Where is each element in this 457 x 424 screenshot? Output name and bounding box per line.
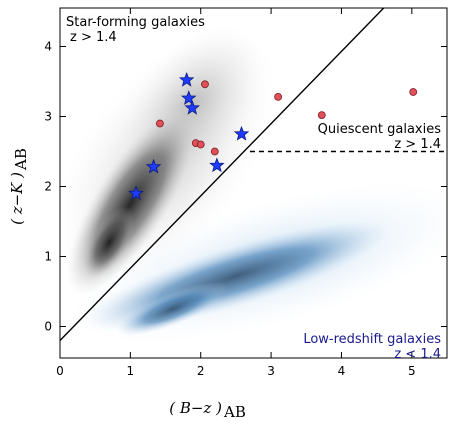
density-clouds: [60, 25, 447, 345]
star-marker: [233, 125, 250, 141]
annotation-quiescent-line1: Quiescent galaxies: [318, 122, 442, 137]
star-marker: [181, 90, 197, 105]
markers: [128, 71, 418, 201]
y-tick-label: 1: [44, 250, 52, 264]
x-tick-label: 2: [197, 364, 205, 378]
star-marker: [178, 71, 195, 87]
y-axis-label: ( z−K ) AB: [8, 148, 30, 225]
y-axis-label-sub: AB: [12, 148, 30, 171]
x-axis-label-sub: AB: [223, 403, 246, 421]
star-marker: [128, 185, 144, 201]
star-marker: [145, 158, 162, 174]
annotation-low-z-line2: z < 1.4: [394, 347, 441, 362]
annotation-low-z-line1: Low-redshift galaxies: [303, 332, 441, 347]
annotation-star-forming-line1: Star-forming galaxies: [66, 15, 205, 30]
x-tick-label: 5: [408, 364, 416, 378]
circle-marker: [196, 140, 205, 149]
x-tick-label: 3: [267, 364, 275, 378]
star-marker: [184, 99, 200, 115]
plot-frame: [59, 7, 448, 359]
y-axis-label-main: ( z−K ): [8, 172, 26, 225]
star-marker: [209, 157, 225, 173]
circle-marker: [201, 80, 209, 89]
x-tick-label: 4: [338, 364, 346, 378]
boundary-lines: [60, 8, 447, 341]
y-tick-label: 4: [44, 40, 52, 54]
x-axis-label-main: ( B−z ): [169, 399, 222, 417]
x-tick-label: 0: [56, 364, 64, 378]
axis-ticks: 0 1 2 3 4 5 0 1 2 3 4: [44, 8, 447, 378]
circle-marker: [156, 119, 164, 128]
x-tick-label: 1: [127, 364, 135, 378]
y-tick-label: 3: [44, 110, 52, 124]
blue-density-peak: [116, 282, 229, 336]
circle-marker: [317, 111, 326, 119]
circle-marker: [274, 93, 283, 101]
y-tick-label: 2: [44, 180, 52, 194]
selection-diagonal-line: [60, 8, 385, 341]
annotation-star-forming-line2: z > 1.4: [70, 30, 117, 45]
y-tick-label: 0: [44, 320, 52, 334]
grey-density-peak: [83, 206, 135, 279]
annotation-quiescent-line2: z > 1.4: [394, 137, 441, 152]
circle-marker: [409, 88, 418, 96]
x-axis-label: ( B−z ) AB: [169, 399, 246, 421]
circle-marker: [210, 147, 219, 156]
